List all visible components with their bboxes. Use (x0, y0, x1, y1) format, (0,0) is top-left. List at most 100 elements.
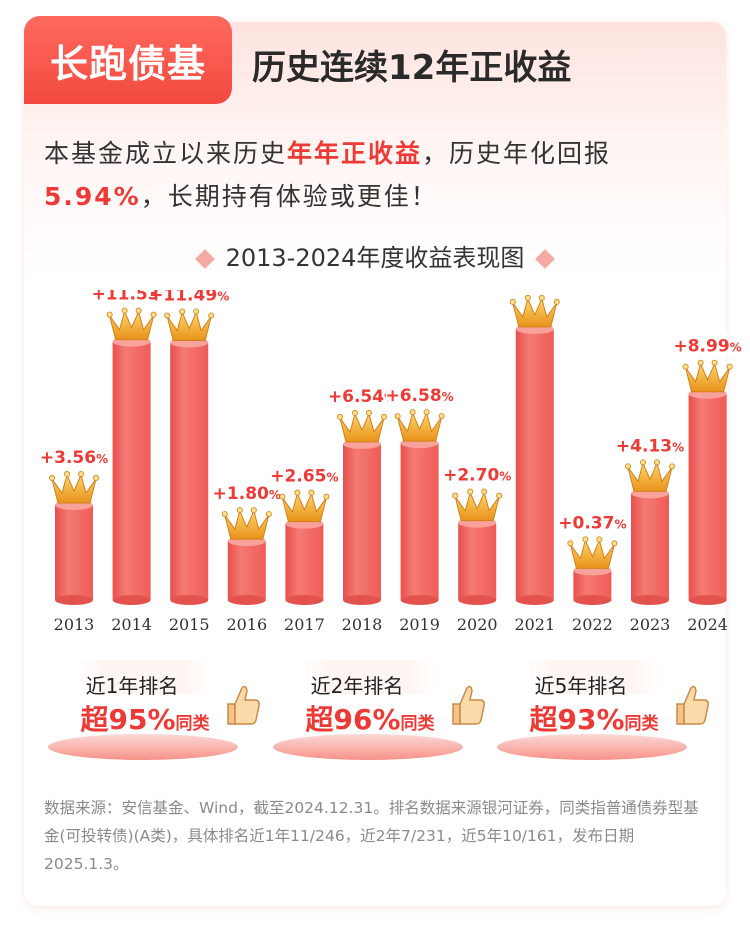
value-label-bg (616, 433, 686, 458)
rank-prefix: 超 (305, 703, 334, 736)
bar (688, 393, 727, 600)
crown-gem (193, 308, 200, 315)
rank-percent: 95% (108, 703, 176, 736)
bar (400, 443, 439, 600)
crown-icon (569, 538, 615, 569)
crown-gem (669, 463, 676, 470)
crown-gem (509, 298, 516, 305)
x-tick-label: 2019 (399, 615, 440, 634)
bar-chart: +3.56%2013+11.53%2014+11.49%2015+1.80%20… (40, 290, 744, 634)
crown-gem (423, 409, 430, 416)
header-tag: 长跑债基 (24, 16, 232, 104)
value-label-bg (155, 290, 226, 307)
rank-prefix: 超 (529, 703, 558, 736)
crown-gem (524, 294, 531, 301)
crown-gem (654, 459, 661, 466)
rank-card-1y: 近1年排名 超95%同类 (48, 658, 260, 762)
crown-gem (164, 312, 171, 319)
bar (515, 328, 554, 600)
value-label-bg (558, 510, 629, 535)
crown-gem (538, 294, 545, 301)
value-unit: % (217, 290, 229, 303)
crown-gem (221, 511, 228, 518)
crown-icon (685, 362, 731, 393)
crown-gem (394, 413, 401, 420)
crown-gem (625, 463, 632, 470)
intro-highlight1: 年年正收益 (287, 139, 423, 168)
x-tick-label: 2022 (572, 615, 613, 634)
value-label-bg (40, 445, 110, 470)
diamond-icon (194, 249, 215, 269)
crown-gem (336, 413, 343, 420)
x-tick-label: 2015 (169, 615, 210, 634)
crown-gem (697, 359, 704, 366)
bar-group: +12.15% 2021 (495, 290, 575, 634)
rank-card-5y: 近5年排名 超93%同类 (497, 658, 709, 762)
value-label: +2.65% (270, 467, 338, 487)
intro-part2: ，历史年化回报 (422, 139, 612, 168)
rank-card-2y: 近2年排名 超96%同类 (273, 658, 485, 762)
intro-highlight2: 5.94% (44, 182, 141, 211)
value-unit: % (730, 341, 742, 355)
value-label-bg (385, 383, 456, 408)
bar-base (458, 595, 497, 605)
bar-base (227, 595, 266, 605)
x-tick-label: 2017 (284, 615, 325, 634)
value-label: +2.70% (443, 466, 511, 486)
value-label: +8.99% (673, 337, 741, 357)
value-unit: % (442, 390, 454, 404)
crown-icon (109, 310, 155, 341)
x-tick-label: 2021 (514, 615, 555, 634)
footer-note: 数据来源：安信基金、Wind，截至2024.12.31。排名数据来源银河证券，同… (44, 799, 699, 873)
rank-percent: 93% (557, 703, 625, 736)
bar-base (688, 595, 727, 605)
bar-base (631, 595, 669, 605)
x-tick-label: 2013 (54, 615, 95, 634)
bar (285, 523, 324, 600)
bar-group: +11.49% 2015 (149, 290, 229, 634)
crown-gem (150, 311, 157, 318)
bar-group: +4.13% 2023 (616, 433, 686, 634)
crown-gem (438, 413, 445, 420)
crown-gem (208, 312, 215, 319)
x-tick-label: 2023 (630, 615, 671, 634)
crown-gem (93, 475, 100, 482)
page-title: 历史连续12年正收益 (252, 48, 572, 88)
value-unit: % (614, 517, 626, 531)
crown-gem (726, 363, 733, 370)
rank-prefix: 超 (80, 703, 109, 736)
crown-gem (567, 540, 574, 547)
bar-group: +0.37% 2022 (558, 510, 629, 634)
crown-gem (351, 409, 358, 416)
bar-group: +1.80% 2016 (213, 481, 283, 634)
bar-group: +2.70% 2020 (443, 462, 514, 634)
crown-gem (294, 489, 301, 496)
thumbs-up-icon (452, 685, 485, 725)
crown-gem (265, 511, 272, 518)
crown-gem (452, 492, 459, 499)
crown-gem (106, 311, 113, 318)
crown-icon (339, 412, 385, 443)
bar (631, 493, 669, 600)
crown-icon (281, 492, 327, 523)
bar-group: +8.99% 2024 (673, 333, 744, 634)
bar (55, 505, 93, 600)
value-label-bg (504, 290, 567, 293)
diamond-icon (535, 249, 556, 269)
bar (112, 341, 151, 600)
rank-suffix: 同类 (400, 714, 435, 734)
rank-label: 近2年排名 (310, 674, 404, 698)
bar (227, 541, 266, 600)
value-unit: % (96, 452, 108, 466)
crown-icon (512, 297, 558, 328)
bar (458, 522, 497, 600)
crown-icon (397, 411, 443, 442)
crown-icon (51, 473, 97, 504)
crown-icon (166, 310, 212, 341)
x-tick-label: 2016 (226, 615, 267, 634)
rank-value: 超93%同类 (509, 698, 679, 738)
x-tick-label: 2020 (457, 615, 498, 634)
crown-gem (596, 536, 603, 543)
x-tick-label: 2018 (342, 615, 383, 634)
bar-group: +6.58% 2019 (385, 383, 456, 634)
